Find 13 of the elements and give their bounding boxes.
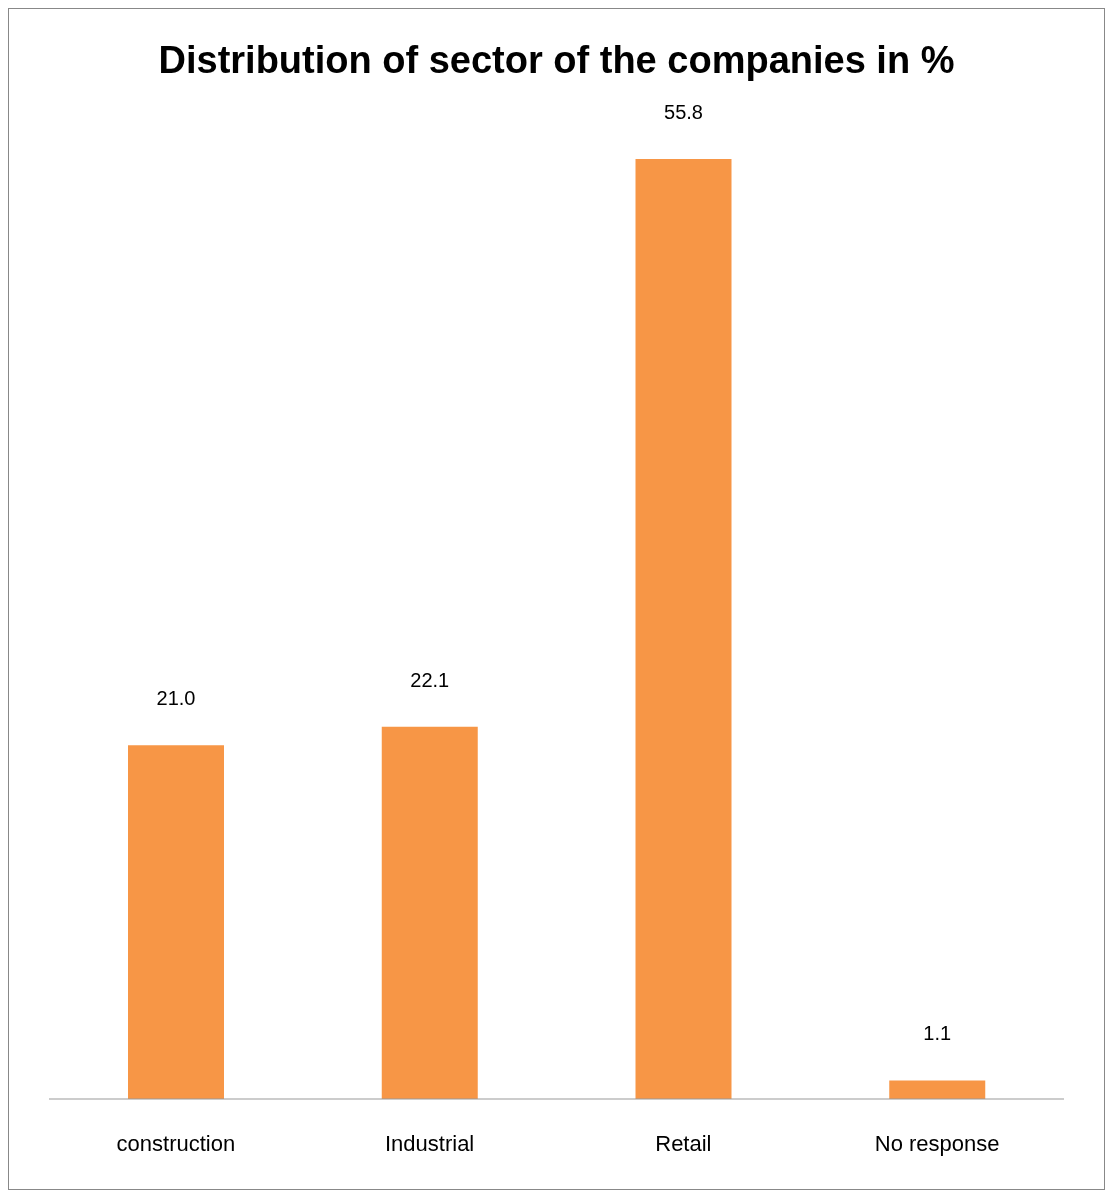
bar [635, 159, 732, 1099]
bar [128, 745, 224, 1099]
chart-title: Distribution of sector of the companies in % [157, 38, 956, 83]
data-label: 21.0 [156, 687, 196, 710]
x-tick-label: Industrial [384, 1130, 475, 1156]
bar [889, 1080, 986, 1099]
x-tick-label: construction [116, 1130, 236, 1156]
x-tick-label: No response [874, 1130, 1000, 1156]
data-label: 22.1 [410, 668, 450, 691]
data-label: 1.1 [923, 1022, 952, 1045]
x-tick-label: Retail [655, 1130, 712, 1156]
bar [381, 726, 478, 1099]
data-label: 55.8 [664, 101, 703, 123]
